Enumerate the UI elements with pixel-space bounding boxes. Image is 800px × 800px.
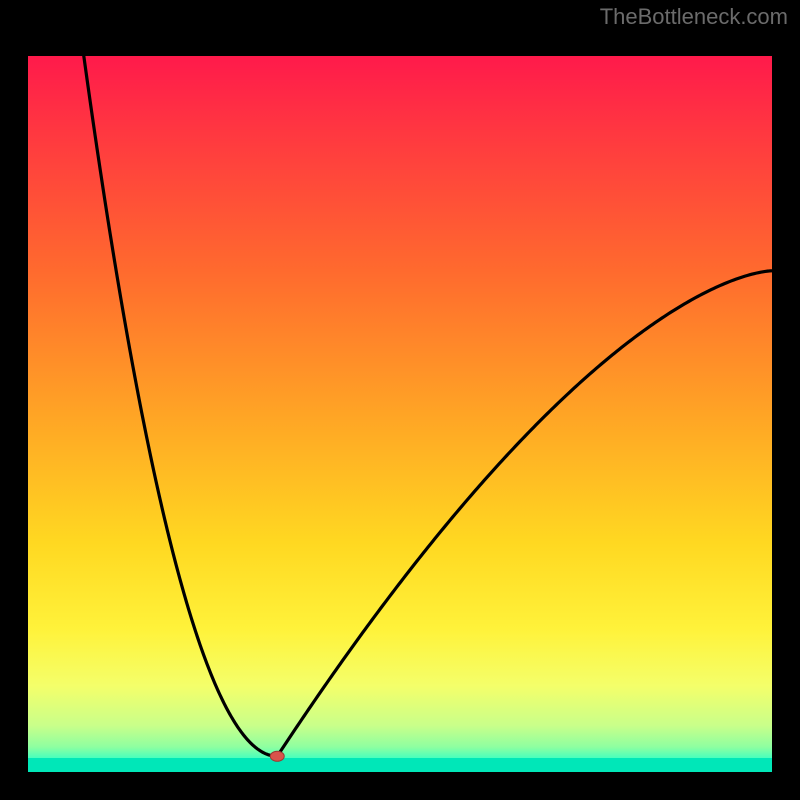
gradient-background: [28, 56, 772, 772]
chart-svg: [28, 56, 772, 772]
chart-frame: TheBottleneck.com: [0, 0, 800, 800]
watermark-label: TheBottleneck.com: [600, 4, 788, 30]
bottom-band: [28, 758, 772, 772]
minimum-marker: [270, 751, 284, 761]
plot-area: [28, 56, 772, 772]
